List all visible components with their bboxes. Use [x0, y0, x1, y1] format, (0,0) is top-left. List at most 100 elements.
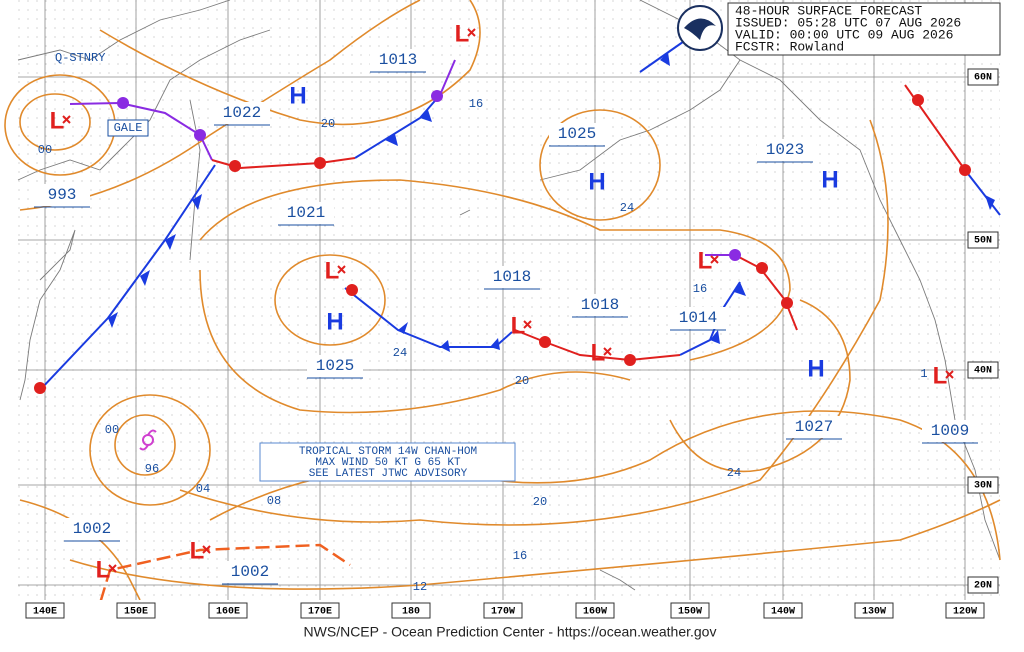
- low-symbol: L: [698, 247, 713, 274]
- high-symbol: H: [588, 168, 605, 195]
- isobar-label: 24: [620, 201, 634, 215]
- lon-label: 170E: [308, 607, 332, 618]
- high-symbol: H: [289, 82, 306, 109]
- front-label: GALE: [114, 121, 143, 135]
- pressure-label-bg: [670, 307, 726, 329]
- low-center-x: [603, 347, 612, 356]
- tropical-storm-symbol: [139, 429, 157, 451]
- lat-label: 50N: [974, 236, 992, 247]
- isobar-label: 1: [920, 367, 927, 381]
- graticule: [18, 0, 1000, 600]
- pressure-label-bg: [307, 355, 363, 377]
- pressure-label-bg: [572, 294, 628, 316]
- lat-label: 60N: [974, 73, 992, 84]
- pressure-label: 993: [48, 186, 77, 204]
- isobar-label: 24: [727, 466, 741, 480]
- lon-label-box: [763, 602, 803, 619]
- lon-label: 160E: [216, 607, 240, 618]
- low-center-x: [523, 320, 532, 329]
- storm-box: [259, 442, 516, 482]
- isobar-label: 04: [196, 482, 210, 496]
- lon-label-box: [670, 602, 710, 619]
- lat-label: 30N: [974, 481, 992, 492]
- low-center-x: [945, 370, 954, 379]
- pressure-label-bg: [757, 139, 813, 161]
- isobar-label: 20: [533, 495, 547, 509]
- high-symbol: H: [821, 166, 838, 193]
- storm-advisory-line: SEE LATEST JTWC ADVISORY: [309, 468, 468, 480]
- isobar-label: 08: [267, 494, 281, 508]
- lon-label: 140W: [771, 607, 795, 618]
- low-symbol: L: [50, 107, 65, 134]
- lon-label-box: [854, 602, 894, 619]
- map-background: [18, 0, 1000, 600]
- isobar-label: 16: [469, 97, 483, 111]
- low-center-x: [108, 564, 117, 573]
- low-symbol: L: [325, 257, 340, 284]
- header-line: VALID: 00:00 UTC 09 AUG 2026: [735, 27, 953, 42]
- pressure-label-bg: [222, 561, 278, 583]
- pressure-label: 1022: [223, 104, 261, 122]
- lat-label: 20N: [974, 581, 992, 592]
- high-symbol: H: [326, 308, 343, 335]
- lon-label-box: [300, 602, 340, 619]
- isobar-label: 24: [393, 346, 407, 360]
- pressure-label-bg: [34, 184, 90, 206]
- lon-label-box: [208, 602, 248, 619]
- pressure-label: 1002: [73, 520, 111, 538]
- low-center-x: [202, 545, 211, 554]
- header-box: [727, 2, 1001, 56]
- pressure-label-bg: [214, 102, 270, 124]
- low-symbol: L: [96, 556, 111, 583]
- isobar-label: 16: [513, 549, 527, 563]
- pressure-label: 1025: [558, 125, 596, 143]
- lon-label: 150E: [124, 607, 148, 618]
- front-symbols: [34, 52, 995, 394]
- lat-label-box: [967, 68, 999, 86]
- lon-label: 140E: [33, 607, 57, 618]
- header-line: 48-HOUR SURFACE FORECAST: [735, 3, 922, 18]
- low-center-x: [467, 28, 476, 37]
- pressure-label: 1021: [287, 204, 325, 222]
- gale-box: [107, 119, 149, 137]
- low-symbol: L: [591, 339, 606, 366]
- lon-label: 180: [402, 607, 420, 618]
- pressure-label-bg: [549, 123, 605, 145]
- lon-label: 120W: [953, 607, 977, 618]
- isobar-label: 20: [321, 117, 335, 131]
- low-symbol: L: [455, 20, 470, 47]
- pressure-label-bg: [922, 420, 978, 442]
- lon-label-box: [575, 602, 615, 619]
- isobar-label: 12: [413, 580, 427, 594]
- pressure-label-bg: [786, 416, 842, 438]
- pressure-label: 1013: [379, 51, 417, 69]
- lon-label: 130W: [862, 607, 886, 618]
- pressure-label: 1018: [581, 296, 619, 314]
- pressure-label: 1009: [931, 422, 969, 440]
- low-center-x: [337, 265, 346, 274]
- lon-label-box: [25, 602, 65, 619]
- isobar-label: 96: [145, 462, 159, 476]
- isobar-label: 00: [38, 143, 52, 157]
- front-label: Q-STNRY: [55, 51, 105, 65]
- lon-label: 150W: [678, 607, 702, 618]
- lat-label-box: [967, 476, 999, 494]
- isobar-label: 20: [515, 374, 529, 388]
- pressure-label: 1023: [766, 141, 804, 159]
- low-symbol: L: [190, 537, 205, 564]
- header-line: FCSTR: Rowland: [735, 39, 844, 54]
- lon-label: 170W: [491, 607, 515, 618]
- noaa-logo-bird: [684, 18, 716, 40]
- lon-label-box: [391, 602, 431, 619]
- footer-text: NWS/NCEP - Ocean Prediction Center - htt…: [304, 624, 717, 640]
- pressure-label: 1025: [316, 357, 354, 375]
- lon-label-box: [116, 602, 156, 619]
- low-symbol: L: [933, 362, 948, 389]
- pressure-label-bg: [484, 266, 540, 288]
- lon-label-box: [483, 602, 523, 619]
- header-line: ISSUED: 05:28 UTC 07 AUG 2026: [735, 15, 961, 30]
- lon-label-box: [945, 602, 985, 619]
- pressure-label-bg: [278, 202, 334, 224]
